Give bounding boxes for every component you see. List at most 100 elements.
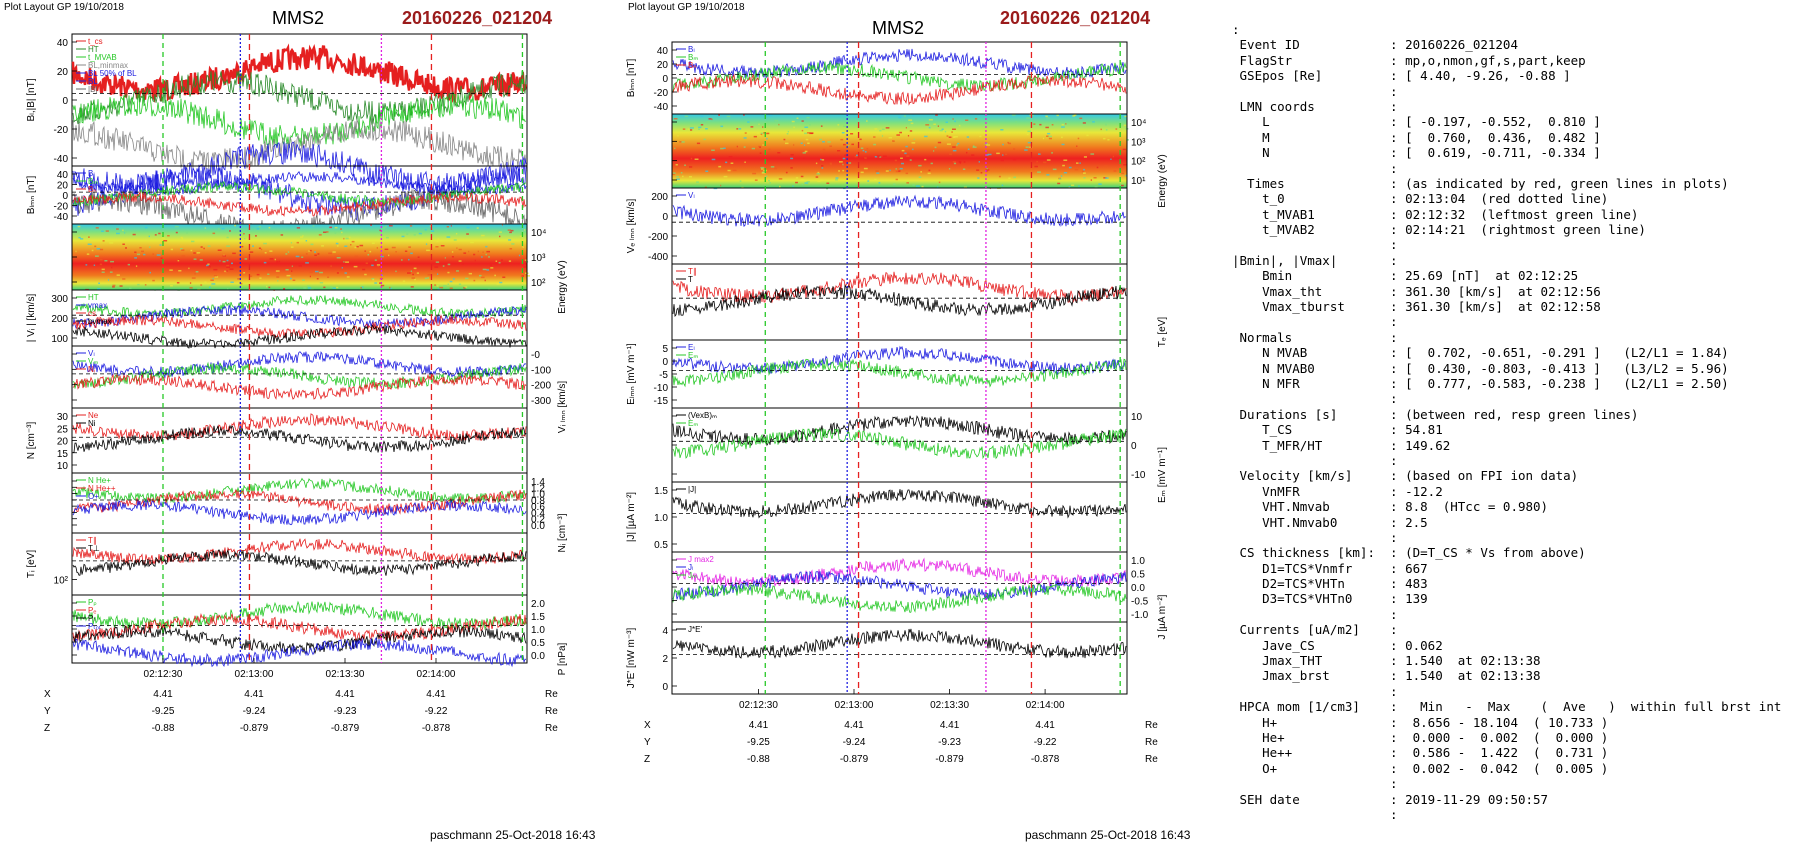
spectrogram-speckle xyxy=(436,240,439,243)
panel-1-trace-1 xyxy=(71,43,528,105)
panel-4-legend-label: T∥ xyxy=(688,267,697,276)
panel-6-trace-2 xyxy=(672,427,1127,460)
spectrogram-speckle xyxy=(170,248,173,251)
spectrogram-speckle xyxy=(277,280,279,282)
panel-9-trace-1 xyxy=(672,628,1127,659)
spectrogram-speckle xyxy=(1045,115,1048,118)
spectrogram-speckle xyxy=(364,250,366,252)
spectrogram-speckle xyxy=(1063,172,1068,174)
spectrogram-speckle xyxy=(1057,121,1060,123)
spectrogram-speckle xyxy=(116,274,120,276)
spectrogram-speckle xyxy=(1122,148,1126,151)
spectrogram-speckle xyxy=(1086,134,1089,137)
spectrogram-speckle xyxy=(207,245,211,247)
summary-line: : xyxy=(1232,314,1398,330)
spectrogram-speckle xyxy=(305,262,309,264)
spectrogram-speckle xyxy=(328,252,332,255)
panel-8-legend-label: Jₘ xyxy=(688,571,697,580)
spectrogram-speckle xyxy=(765,175,768,178)
spectrogram-speckle xyxy=(453,239,457,241)
spectrogram-speckle xyxy=(909,130,913,132)
spectrogram-speckle xyxy=(738,128,742,130)
spectrogram-speckle xyxy=(336,272,339,274)
spectrogram-speckle xyxy=(1008,142,1011,145)
spectrogram-speckle xyxy=(463,252,467,254)
spectrogram-speckle xyxy=(939,129,943,132)
spectrogram-speckle xyxy=(739,180,742,182)
spectrogram-speckle xyxy=(800,142,803,144)
spectrogram-speckle xyxy=(188,267,190,270)
position-unit: Re xyxy=(545,706,558,717)
spectrogram-speckle xyxy=(371,278,375,280)
spectrogram-speckle xyxy=(847,144,850,147)
spectrogram-speckle xyxy=(374,282,378,284)
spectrogram-speckle xyxy=(933,123,936,125)
spectrogram-speckle xyxy=(410,270,412,272)
spectrogram-speckle xyxy=(86,253,90,255)
position-value: 4.41 xyxy=(1035,720,1055,731)
spectrogram-speckle xyxy=(356,245,359,248)
spectrogram-speckle xyxy=(199,259,203,261)
spectrogram-speckle xyxy=(264,252,267,254)
spectrogram-speckle xyxy=(985,169,990,171)
spectrogram-speckle xyxy=(499,281,503,284)
event-summary-text: : Event ID : 20160226_021204 FlagStr : m… xyxy=(1232,22,1781,822)
panel-6-ytick-label: 20 xyxy=(57,437,69,448)
spectrogram-speckle xyxy=(696,142,701,145)
spectrogram-speckle xyxy=(1125,174,1128,177)
position-value: -0.879 xyxy=(331,723,360,734)
spectrogram-speckle xyxy=(918,164,922,167)
spectrogram-speckle xyxy=(180,248,183,250)
panel-5-ytick-label: -300 xyxy=(531,396,551,407)
spectrogram-speckle xyxy=(804,126,809,128)
spectrogram-speckle xyxy=(851,143,854,146)
spectrogram-speckle xyxy=(986,154,989,156)
panel-3-ytick-label: 10⁴ xyxy=(531,228,546,239)
summary-line: Velocity [km/s] : (based on FPI ion data… xyxy=(1232,468,1579,484)
spectrogram-speckle xyxy=(156,254,161,256)
spectrogram-speckle xyxy=(804,182,809,184)
panel-9-trace-4 xyxy=(72,637,527,668)
summary-line: : xyxy=(1232,452,1398,468)
spectrogram-speckle xyxy=(226,236,229,239)
spectrogram-speckle xyxy=(761,168,764,170)
spectrogram-speckle xyxy=(385,225,387,227)
spectrogram-speckle xyxy=(141,250,144,253)
spectrogram-speckle xyxy=(509,231,512,234)
spectrogram-speckle xyxy=(730,162,734,164)
spectrogram-speckle xyxy=(376,264,381,266)
spectrogram-speckle xyxy=(486,268,490,270)
spectrogram-speckle xyxy=(436,285,439,287)
panel-9-ytick-label: 4 xyxy=(662,626,668,637)
spectrogram-speckle xyxy=(240,282,243,285)
spectrogram-speckle xyxy=(1033,123,1036,125)
spectrogram-speckle xyxy=(327,276,330,278)
spectrogram-speckle xyxy=(127,263,130,266)
spectrogram-speckle xyxy=(78,236,81,239)
spectrogram-speckle xyxy=(1046,117,1050,119)
panel-8-ylabel: J [µA m⁻²] xyxy=(1157,594,1168,639)
spectrogram-speckle xyxy=(912,148,914,151)
spectrogram-speckle xyxy=(980,172,983,174)
spectrogram-speckle xyxy=(132,233,136,236)
spectrogram-speckle xyxy=(229,230,231,232)
spectrogram-speckle xyxy=(331,270,335,272)
spectrogram-speckle xyxy=(696,181,699,183)
spectrogram-speckle xyxy=(351,240,355,243)
spectrogram-speckle xyxy=(102,240,105,242)
spectrogram-speckle xyxy=(703,138,706,141)
panel-9-legend-label: Pₗ xyxy=(88,614,95,623)
spectrogram-speckle xyxy=(937,141,942,144)
spectrogram-speckle xyxy=(416,272,419,274)
spectrogram-speckle xyxy=(222,255,226,257)
spectrogram-speckle xyxy=(87,243,92,245)
spectrogram-speckle xyxy=(1032,114,1034,117)
spectrogram-speckle xyxy=(249,275,253,277)
panel-6-ytick-label: 15 xyxy=(57,449,69,460)
spectrogram-speckle xyxy=(958,124,961,127)
spectrogram-speckle xyxy=(889,169,891,172)
spectrogram-speckle xyxy=(241,245,244,248)
panel-4-ytick-label: 200 xyxy=(51,314,68,325)
panel-5-ytick-label: 5 xyxy=(662,344,668,355)
panel-1-ytick-label: -40 xyxy=(54,154,69,165)
